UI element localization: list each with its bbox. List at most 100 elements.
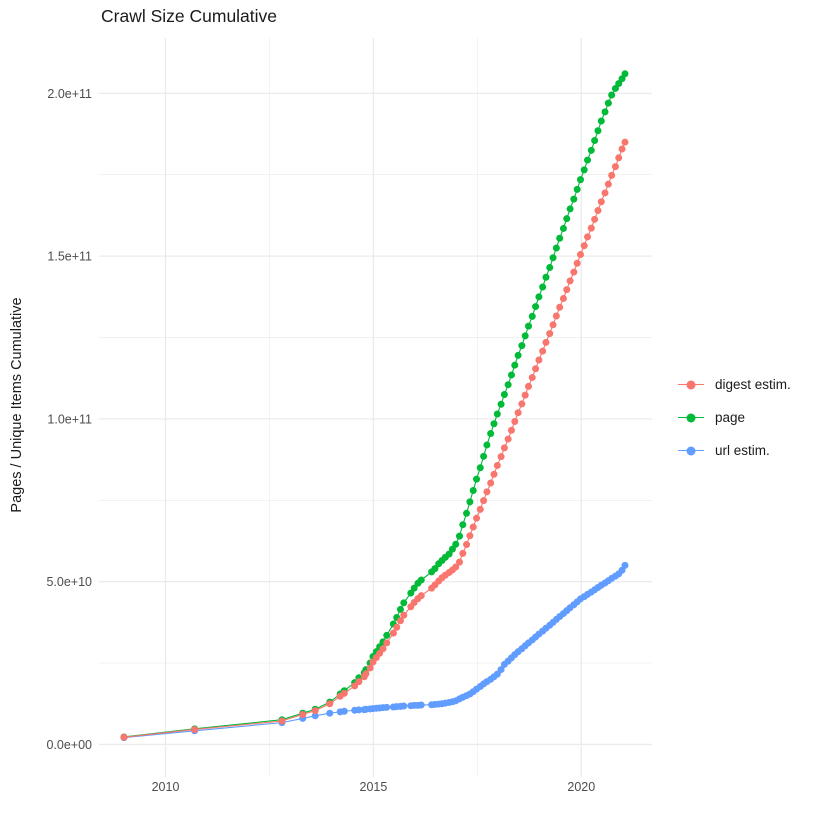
data-point	[621, 561, 629, 569]
data-point	[566, 277, 574, 285]
data-point	[445, 550, 453, 558]
data-point	[611, 163, 619, 171]
data-point	[587, 224, 595, 232]
legend-label-digest-estim: digest estim.	[715, 377, 791, 392]
data-point	[608, 91, 616, 99]
data-point	[393, 623, 401, 631]
data-point	[573, 259, 581, 267]
data-point	[469, 487, 477, 495]
data-point	[556, 234, 564, 242]
data-point	[535, 356, 543, 364]
data-point	[559, 294, 567, 302]
data-point	[604, 180, 612, 188]
data-point	[528, 374, 536, 382]
data-point	[480, 497, 488, 505]
data-point	[500, 390, 508, 398]
data-point	[514, 409, 522, 417]
data-point	[490, 470, 498, 478]
data-point	[383, 631, 391, 639]
data-point	[452, 540, 460, 548]
data-point	[487, 430, 495, 438]
data-point	[532, 365, 540, 373]
data-point	[539, 347, 547, 355]
legend-marker-digest-estim	[678, 378, 704, 392]
data-point	[525, 322, 533, 330]
data-point	[542, 273, 550, 281]
data-point	[400, 702, 408, 710]
data-point	[455, 532, 463, 540]
data-point	[539, 283, 547, 291]
y-tick-label: 5.0e+10	[46, 575, 92, 589]
data-point	[597, 117, 605, 125]
data-point	[597, 198, 605, 206]
data-point	[584, 156, 592, 164]
data-point	[469, 523, 477, 531]
data-point	[525, 382, 533, 390]
data-point	[366, 664, 374, 672]
data-point	[601, 108, 609, 116]
y-tick-label: 1.0e+11	[47, 412, 92, 426]
data-point	[615, 80, 623, 88]
data-point	[493, 461, 501, 469]
x-tick-label: 2010	[152, 780, 180, 794]
data-point	[466, 498, 474, 506]
data-point	[507, 426, 515, 434]
data-point	[580, 166, 588, 174]
data-point	[278, 717, 286, 725]
data-point	[580, 242, 588, 250]
data-point	[463, 509, 471, 517]
data-point	[410, 584, 418, 592]
data-point	[459, 549, 467, 557]
x-tick-label: 2020	[567, 780, 595, 794]
data-point	[396, 605, 404, 613]
data-point	[417, 592, 425, 600]
data-point	[431, 565, 439, 573]
data-point	[355, 678, 363, 686]
data-point	[621, 138, 629, 146]
legend: digest estim. page url estim.	[678, 368, 791, 467]
data-point	[452, 563, 460, 571]
data-point	[487, 479, 495, 487]
y-tick-label: 2.0e+11	[47, 87, 92, 101]
data-point	[528, 312, 536, 320]
data-point	[576, 176, 584, 184]
data-point	[559, 224, 567, 232]
data-point	[511, 417, 519, 425]
data-point	[611, 84, 619, 92]
data-point	[604, 99, 612, 107]
legend-marker-url-estim	[678, 444, 704, 458]
data-point	[473, 475, 481, 483]
data-point	[546, 264, 554, 272]
x-tick-label: 2015	[360, 780, 388, 794]
data-point	[497, 453, 505, 461]
data-point	[573, 185, 581, 193]
data-point	[311, 707, 319, 715]
data-point	[594, 207, 602, 215]
data-point	[120, 733, 128, 741]
data-point	[448, 545, 456, 553]
data-point	[326, 700, 334, 708]
data-point	[497, 400, 505, 408]
data-point	[507, 371, 515, 379]
legend-item-page: page	[678, 401, 791, 434]
data-point	[521, 391, 529, 399]
data-point	[466, 532, 474, 540]
data-point	[407, 589, 415, 597]
data-point	[383, 639, 391, 647]
data-point	[591, 137, 599, 145]
legend-label-page: page	[715, 410, 746, 425]
data-point	[532, 303, 540, 311]
data-point	[563, 215, 571, 223]
data-point	[463, 541, 471, 549]
data-point	[480, 452, 488, 460]
legend-label-url-estim: url estim.	[715, 443, 770, 458]
data-point	[455, 558, 463, 566]
y-tick-label: 0.0e+00	[46, 738, 92, 752]
data-point	[396, 617, 404, 625]
data-point	[594, 127, 602, 135]
data-point	[601, 189, 609, 197]
y-tick-label: 1.5e+11	[47, 250, 92, 264]
data-point	[542, 338, 550, 346]
data-point	[608, 171, 616, 179]
